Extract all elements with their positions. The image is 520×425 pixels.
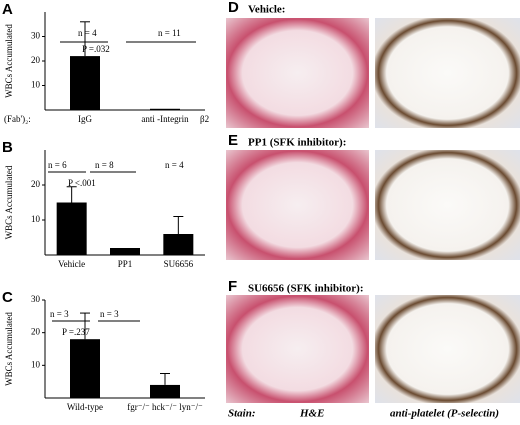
bar [150,108,180,110]
stain-right: anti-platelet (P-selectin) [390,408,499,420]
annotation: n = 4 [165,160,184,170]
x-tick-label: IgG [78,114,92,124]
y-tick-label: 30 [31,31,41,41]
stain-left: H&E [299,408,324,420]
panel-label: B [2,139,13,156]
bar [150,384,180,398]
panel-title: PP1 (SFK inhibitor): [248,137,346,149]
x-tick-label: anti -Integrin [141,114,189,124]
he-image [226,18,369,128]
ap-image [375,295,520,403]
y-tick-label: 20 [31,55,41,65]
annotation: P =.032 [82,44,110,54]
y-axis-label: WBCs Accumulated [4,24,14,98]
panel-label: A [2,1,13,18]
annotation: (Fab')₂: [4,114,31,124]
bar [110,248,140,255]
y-tick-label: 10 [31,214,41,224]
annotation: P =.237 [62,327,90,337]
y-axis-label: WBCs Accumulated [4,312,14,386]
annotation: P <.001 [68,178,96,188]
annotation: n = 6 [48,160,67,170]
micrographs: D Vehicle: E PP1 (SFK inhibitor): F SU66… [226,0,520,420]
bar [70,339,100,398]
he-image [226,295,369,403]
y-tick-label: 30 [31,294,41,304]
stain-label: Stain: [228,408,256,420]
y-tick-label: 10 [31,359,41,369]
y-tick-label: 20 [31,179,41,189]
y-tick-label: 20 [31,327,41,337]
panel-title: Vehicle: [248,4,285,16]
x-tick-label: Wild-type [67,402,103,412]
x-tick-label: PP1 [118,259,133,269]
x-tick-label: SU6656 [164,259,194,269]
panel-label: E [228,132,238,149]
annotation: n = 11 [158,28,181,38]
panel-label: D [228,0,239,16]
annotation: n = 4 [78,28,97,38]
annotation: β2 [200,114,209,124]
panel-label: C [2,289,13,306]
ap-image [375,18,520,128]
annotation: n = 3 [50,309,69,319]
panel-label: F [228,278,237,295]
panel-title: SU6656 (SFK inhibitor): [248,283,364,295]
bar [163,234,194,255]
y-axis-label: WBCs Accumulated [4,165,14,239]
ap-image [375,150,520,260]
x-tick-label: fgr⁻/⁻ hck⁻/⁻ lyn⁻/⁻ [127,402,203,412]
annotation: n = 3 [100,309,119,319]
bar [70,56,100,110]
bar [56,202,87,255]
y-tick-label: 10 [31,80,41,90]
annotation: n = 8 [95,160,114,170]
he-image [226,150,369,260]
x-tick-label: Vehicle [58,259,85,269]
